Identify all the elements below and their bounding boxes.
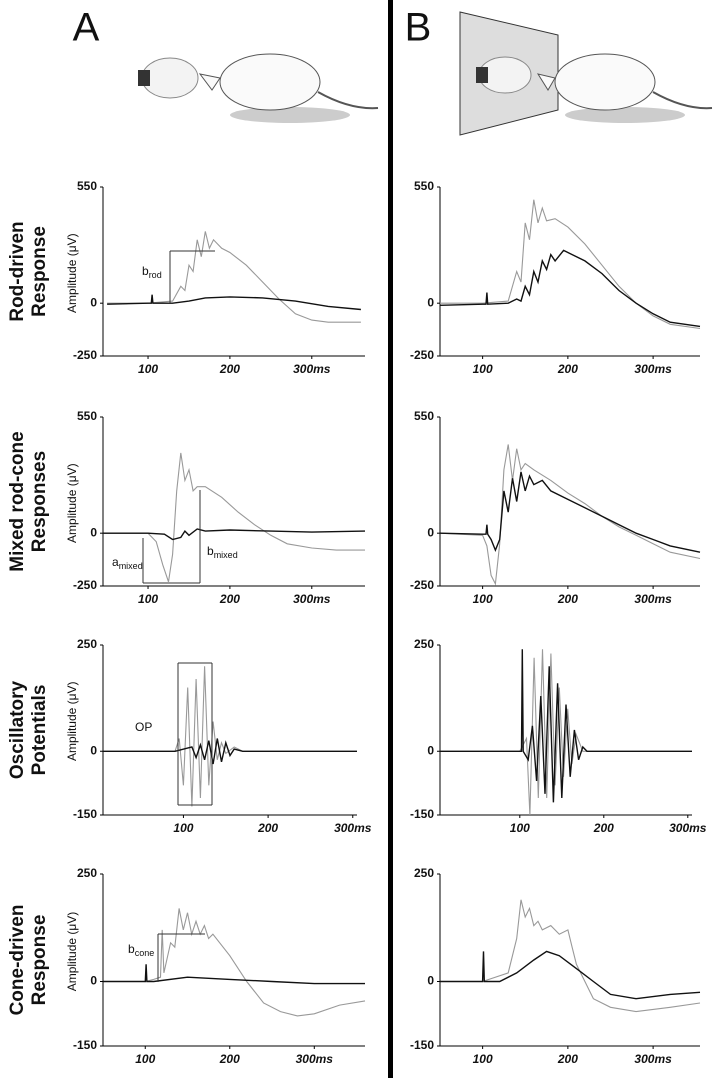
row-label: Response <box>29 915 50 1006</box>
x-tick-label: 200 <box>257 821 278 835</box>
x-tick-label: 300ms <box>634 592 672 606</box>
x-tick-label: 100 <box>510 821 530 835</box>
trace <box>103 738 357 765</box>
x-tick-label: 300ms <box>669 821 707 835</box>
row-label: Potentials <box>29 685 50 776</box>
y-tick-label: 0 <box>427 974 434 988</box>
y-tick-label: 0 <box>90 974 97 988</box>
x-tick-label: 200 <box>557 1052 578 1066</box>
y-tick-label: 0 <box>427 743 434 757</box>
x-tick-label: 100 <box>138 592 158 606</box>
y-tick-label: 550 <box>77 409 97 423</box>
y-tick-label: 0 <box>90 743 97 757</box>
y-tick-label: -250 <box>73 578 97 592</box>
trace <box>439 471 701 553</box>
y-axis-label: Amplitude (μV) <box>65 463 79 543</box>
x-tick-label: 100 <box>473 362 493 376</box>
x-tick-label: 200 <box>593 821 614 835</box>
y-tick-label: 250 <box>77 866 97 880</box>
annotation-main: b <box>142 264 149 278</box>
y-tick-label: 250 <box>414 866 434 880</box>
trace <box>107 231 361 323</box>
trace <box>440 649 692 816</box>
row-label: Responses <box>29 451 50 552</box>
trace <box>103 528 366 541</box>
annotation-sub: cone <box>135 948 155 958</box>
trace <box>439 444 701 586</box>
annotation-sub: rod <box>149 270 162 280</box>
y-tick-label: 0 <box>427 295 434 309</box>
trace <box>439 249 701 328</box>
row-label: Response <box>29 226 50 317</box>
annotation-main: b <box>207 544 214 558</box>
y-tick-label: 0 <box>427 525 434 539</box>
annotation: OP <box>135 720 152 734</box>
annotation: bcone <box>128 942 154 958</box>
annotation-main: OP <box>135 720 152 734</box>
divider <box>388 0 393 1078</box>
x-tick-label: 200 <box>219 592 240 606</box>
y-axis-label: Amplitude (μV) <box>65 681 79 761</box>
y-tick-label: 550 <box>77 179 97 193</box>
x-tick-label: 200 <box>219 362 240 376</box>
y-tick-label: -250 <box>73 348 97 362</box>
x-tick-label: 100 <box>173 821 193 835</box>
row-label: Mixed rod-cone <box>7 431 28 571</box>
x-tick-label: 300ms <box>296 1052 334 1066</box>
x-tick-label: 100 <box>473 592 493 606</box>
illustration <box>138 53 379 123</box>
trace <box>440 199 701 330</box>
y-tick-label: 550 <box>414 179 434 193</box>
trace <box>103 964 365 985</box>
row-label: Cone-driven <box>7 905 28 1016</box>
trace <box>440 899 701 1013</box>
trace <box>103 908 366 1017</box>
trace <box>103 452 365 582</box>
x-tick-label: 100 <box>473 1052 493 1066</box>
x-tick-label: 300ms <box>293 592 331 606</box>
y-tick-label: -150 <box>410 807 434 821</box>
y-tick-label: 0 <box>90 295 97 309</box>
panel-label: B <box>405 6 432 50</box>
y-tick-label: 250 <box>77 637 97 651</box>
trace <box>103 666 357 807</box>
annotation-sub: mixed <box>214 550 238 560</box>
x-tick-label: 300ms <box>634 1052 672 1066</box>
panel-label: A <box>73 6 100 50</box>
y-tick-label: -250 <box>410 348 434 362</box>
y-tick-label: 0 <box>90 525 97 539</box>
y-tick-label: 550 <box>414 409 434 423</box>
y-tick-label: -150 <box>410 1038 434 1052</box>
y-axis-label: Amplitude (μV) <box>65 912 79 992</box>
y-tick-label: 250 <box>414 637 434 651</box>
annotation-main: a <box>112 555 119 569</box>
row-label: Rod-driven <box>7 221 28 321</box>
x-tick-label: 300ms <box>634 362 672 376</box>
x-tick-label: 100 <box>135 1052 155 1066</box>
x-tick-label: 100 <box>138 362 158 376</box>
x-tick-label: 200 <box>219 1052 240 1066</box>
x-tick-label: 200 <box>557 592 578 606</box>
y-axis-label: Amplitude (μV) <box>65 233 79 313</box>
x-tick-label: 300ms <box>334 821 372 835</box>
x-tick-label: 200 <box>557 362 578 376</box>
trace <box>440 649 692 803</box>
illustration <box>459 11 713 136</box>
annotation: bmixed <box>207 544 238 560</box>
annotation-sub: mixed <box>119 561 143 571</box>
annotation-main: b <box>128 942 135 956</box>
annotation: brod <box>142 264 162 280</box>
y-tick-label: -150 <box>73 1038 97 1052</box>
x-tick-label: 300ms <box>293 362 331 376</box>
y-tick-label: -250 <box>410 578 434 592</box>
row-label: Oscillatory <box>7 680 28 779</box>
annotation: amixed <box>112 555 143 571</box>
trace <box>440 950 701 1000</box>
y-tick-label: -150 <box>73 807 97 821</box>
trace <box>107 294 361 311</box>
